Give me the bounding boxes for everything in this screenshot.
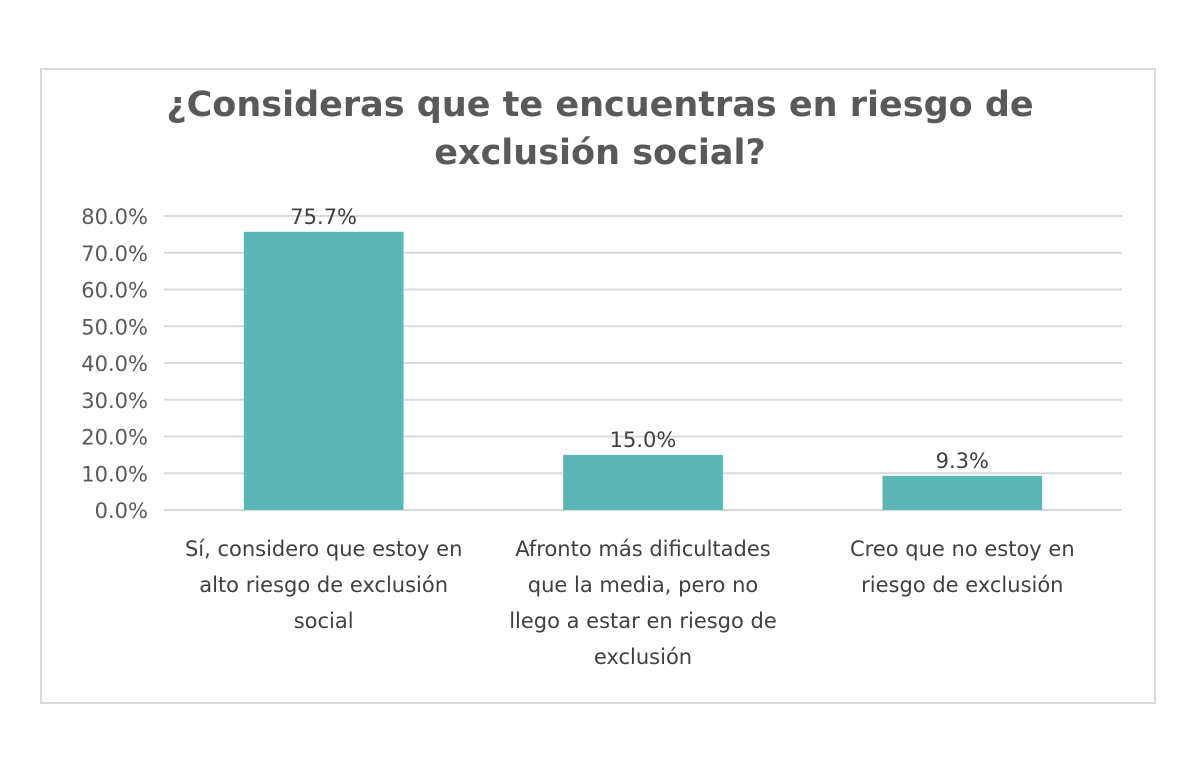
x-category-label: Afronto más dificultades — [515, 537, 770, 561]
y-tick-label: 80.0% — [81, 205, 148, 229]
chart-frame — [40, 68, 1156, 704]
x-category-label: social — [294, 609, 354, 633]
y-tick-label: 50.0% — [81, 315, 148, 339]
x-category-label: Sí, considero que estoy en — [185, 537, 462, 561]
x-category-label: que la media, pero no — [528, 573, 758, 597]
y-tick-label: 10.0% — [81, 462, 148, 486]
x-category-label: exclusión — [594, 645, 692, 669]
y-tick-label: 30.0% — [81, 389, 148, 413]
y-tick-label: 0.0% — [95, 499, 148, 523]
chart-title-line: exclusión social? — [434, 133, 766, 173]
x-category-label: llego a estar en riesgo de — [509, 609, 777, 633]
data-label: 9.3% — [936, 449, 989, 473]
bar — [563, 454, 723, 510]
x-category-label: alto riesgo de exclusión — [199, 573, 448, 597]
data-label: 75.7% — [290, 205, 357, 229]
y-tick-label: 60.0% — [81, 279, 148, 303]
x-category-label: riesgo de exclusión — [861, 573, 1063, 597]
y-tick-label: 40.0% — [81, 352, 148, 376]
y-tick-label: 20.0% — [81, 426, 148, 450]
data-label: 15.0% — [610, 428, 677, 452]
bar — [243, 231, 404, 511]
x-category-label: Creo que no estoy en — [850, 537, 1075, 561]
y-tick-label: 70.0% — [81, 242, 148, 266]
chart-title-line: ¿Consideras que te encuentras en riesgo … — [166, 85, 1033, 125]
bar — [882, 475, 1043, 510]
